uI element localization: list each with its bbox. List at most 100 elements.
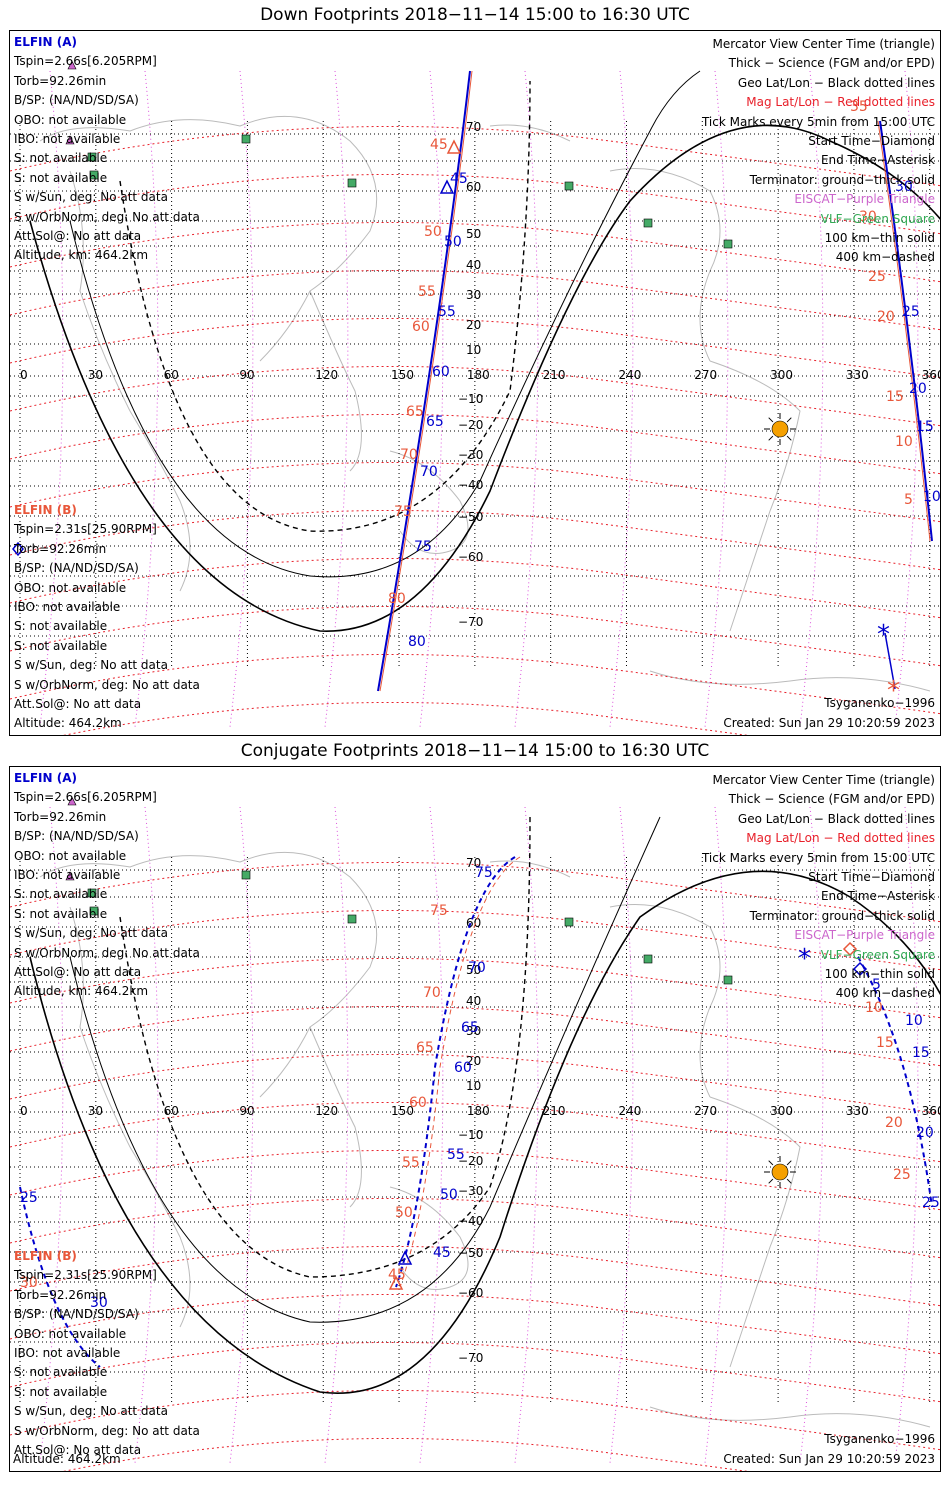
lat-tick-label: 60 <box>466 180 481 194</box>
mag-parallel <box>10 269 940 331</box>
mag-parallel <box>10 1101 940 1163</box>
lat-tick-label: 10 <box>466 343 481 357</box>
altitude-footer: Altitude: 464.2km <box>13 1451 121 1466</box>
eiscat-triangle <box>65 135 75 145</box>
lon-tick-label: 360 <box>922 368 941 382</box>
coastline <box>309 1026 362 1208</box>
legend-entry: 100 km−thin solid <box>824 966 935 981</box>
lat-tick-label: 50 <box>466 227 481 241</box>
legend-entry: Tick Marks every 5min from 15:00 UTC <box>701 850 935 865</box>
elfin-b-line: OBO: not available <box>14 1326 127 1341</box>
mag-meridian <box>609 70 634 728</box>
mag-meridian <box>419 806 444 1464</box>
elfin-a-mag-label: 50 <box>424 224 442 240</box>
lat-tick-label: 70 <box>466 856 481 870</box>
lon-tick-label: 270 <box>694 368 717 382</box>
vlf-station-square <box>347 914 357 924</box>
vlf-station-square <box>89 170 99 180</box>
coastline <box>649 670 931 692</box>
elfin-a-center-triangle-mag <box>446 139 462 154</box>
conjugate-footprints-map: 0 30 60 90 120 150 180 210 240 270 300 330 360 70 60 50… <box>10 796 940 1471</box>
legend-entry: 100 km−thin solid <box>824 230 935 245</box>
sun-ray <box>786 1178 792 1184</box>
elfin-b-mag-label: 20 <box>885 1115 903 1131</box>
mag-meridian <box>324 70 349 728</box>
elfin-b-end-asterisk: * <box>877 620 890 650</box>
lon-tick-label: 30 <box>88 368 103 382</box>
mag-meridian <box>704 806 729 1464</box>
elfin-a-track <box>395 856 516 1288</box>
elfin-a-tick-label: 70 <box>420 464 438 480</box>
mag-parallel <box>10 461 940 523</box>
elfin-b-header: ELFIN (B) <box>14 1249 77 1263</box>
elfin-b-mag-label: 20 <box>877 309 895 325</box>
mag-meridian <box>419 70 444 728</box>
lon-tick-label: 60 <box>164 1104 179 1118</box>
elfin-b-tick-label: 20 <box>916 1125 934 1141</box>
lat-tick-label: −60 <box>458 550 483 564</box>
lat-tick-label: 40 <box>466 258 481 272</box>
eiscat-triangle <box>67 796 77 806</box>
legend-entry: Thick − Science (FGM and/or EPD) <box>728 792 935 807</box>
elfin-a-mag-label: 60 <box>409 1095 427 1111</box>
legend-entry: Thick − Science (FGM and/or EPD) <box>728 56 935 71</box>
elfin-a-tick-label: 70 <box>468 960 486 976</box>
elfin-b-tick-label: 25 <box>902 304 920 320</box>
elfin-b-header: ELFIN (B) <box>14 503 77 517</box>
elfin-a-tick-label: 45 <box>433 1245 451 1261</box>
vlf-station-square <box>643 954 653 964</box>
elfin-b-line: Altitude: 464.2km <box>14 716 122 731</box>
elfin-a-start-diamond <box>842 941 858 957</box>
elfin-b-line: Att.Sol@: No att data <box>14 696 142 711</box>
elfin-b-tick-label: 15 <box>912 1045 930 1061</box>
coastline <box>39 851 378 1098</box>
mag-parallel <box>10 317 940 379</box>
eiscat-triangle <box>65 871 75 881</box>
terminator-400km <box>119 80 531 532</box>
mag-parallel <box>10 957 940 1019</box>
lat-tick-label: −40 <box>458 478 483 492</box>
lon-tick-label: 0 <box>20 368 28 382</box>
lon-tick-label: 120 <box>315 1104 338 1118</box>
elfin-a-line: S w/OrbNorm, deg: No att data <box>14 945 200 960</box>
elfin-a-tick-label: 65 <box>461 1020 479 1036</box>
elfin-b-end-asterisk-mag: * <box>887 676 900 706</box>
elfin-b-line: B/SP: (NA/ND/SD/SA) <box>14 1307 139 1322</box>
legend-entry: 400 km−dashed <box>835 986 935 1001</box>
lon-tick-label: 30 <box>88 1104 103 1118</box>
elfin-a-line: Altitude, km: 464.2km <box>14 984 149 999</box>
lon-tick-label: 120 <box>315 368 338 382</box>
sun-ray <box>768 435 774 441</box>
elfin-b-line: S w/Sun, deg: No att data <box>14 658 168 673</box>
elfin-a-mag-label: 75 <box>430 903 448 919</box>
vlf-station-square <box>564 917 574 927</box>
lon-tick-label: 150 <box>391 368 414 382</box>
elfin-b-line: Tspin=2.31s[25.90RPM] <box>14 522 157 537</box>
elfin-a-line: S w/Sun, deg: No att data <box>14 926 168 941</box>
elfin-b-mag-label: 25 <box>893 1167 911 1183</box>
elfin-b-line: Torb=92.26min <box>14 1287 107 1302</box>
mag-parallel <box>10 909 940 971</box>
elfin-a-tick-label: 55 <box>438 304 456 320</box>
mag-parallel <box>10 125 940 187</box>
elfin-a-mag-label: 75 <box>394 504 412 520</box>
mag-meridian <box>39 806 64 1464</box>
elfin-a-line: B/SP: (NA/ND/SD/SA) <box>14 829 139 844</box>
elfin-b-line: IBO: not available <box>14 1345 121 1360</box>
lat-tick-label: −70 <box>458 1351 483 1365</box>
lat-tick-label: −10 <box>458 1128 483 1142</box>
elfin-a-line: IBO: not available <box>14 867 121 882</box>
elfin-b-info: ELFIN (B) Tspin=2.31s[25.90RPM] Torb=92.… <box>14 1247 200 1460</box>
lat-tick-label: −70 <box>458 615 483 629</box>
elfin-a-info: ELFIN (A) Tspin=2.66s[6.205RPM] Torb=92.… <box>14 33 200 266</box>
elfin-a-mag-label: 55 <box>418 284 436 300</box>
mag-parallel <box>10 1293 940 1355</box>
sun-ray <box>768 1178 774 1184</box>
sun-icon <box>771 1163 789 1181</box>
lat-tick-label: −40 <box>458 1214 483 1228</box>
mag-meridian <box>799 806 824 1464</box>
terminator-ground <box>29 124 940 632</box>
panel-footer-right: Tsyganenko−1996 Created: Sun Jan 29 10:2… <box>723 1430 935 1469</box>
panel-footer-left: Altitude: 464.2km <box>13 1450 121 1469</box>
legend-entry: Mag Lat/Lon − Red dotted lines <box>746 831 935 846</box>
